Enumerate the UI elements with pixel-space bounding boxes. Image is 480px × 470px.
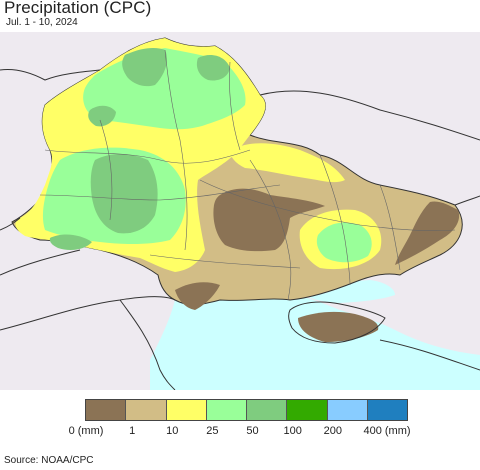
legend-swatch xyxy=(327,400,368,420)
precip-10-25-east xyxy=(230,143,345,183)
legend-label: 0 (mm) xyxy=(68,425,104,437)
precip-50-100-nw xyxy=(88,105,116,127)
legend-label: 100 xyxy=(283,425,302,437)
legend-swatch xyxy=(247,400,288,420)
legend-swatch xyxy=(126,400,167,420)
legend-swatch xyxy=(166,400,207,420)
precip-0-1-center xyxy=(213,188,325,252)
precip-0-1-coast xyxy=(175,282,220,310)
precip-25-50-east xyxy=(316,222,372,263)
precip-legend xyxy=(86,400,407,420)
legend-label: 50 xyxy=(246,425,259,437)
legend-frame xyxy=(85,399,408,421)
precip-50-100-west xyxy=(90,154,158,234)
legend-swatch xyxy=(287,400,328,420)
oblast-borders xyxy=(39,49,456,301)
legend-label: 200 xyxy=(323,425,342,437)
map-title: Precipitation (CPC) xyxy=(4,0,152,17)
precip-50-100-sw xyxy=(49,234,92,250)
map-subtitle: Jul. 1 - 10, 2024 xyxy=(6,17,78,28)
legend-label: 25 xyxy=(206,425,219,437)
legend-label: 1 xyxy=(129,425,136,437)
precip-0-1-east xyxy=(395,201,460,265)
legend-swatch xyxy=(86,400,127,420)
source-note: Source: NOAA/CPC xyxy=(4,455,94,466)
precip-0-1-crimea xyxy=(298,311,379,342)
precip-50-100-north xyxy=(122,47,167,87)
crimea-outline xyxy=(288,301,386,344)
legend-label: 10 xyxy=(166,425,179,437)
precipitation-map xyxy=(0,32,480,390)
precip-50-100-ne xyxy=(196,55,230,81)
legend-swatch xyxy=(206,400,247,420)
country-borders xyxy=(0,69,480,390)
legend-label: 400 (mm) xyxy=(363,425,411,437)
legend-swatch xyxy=(367,400,407,420)
